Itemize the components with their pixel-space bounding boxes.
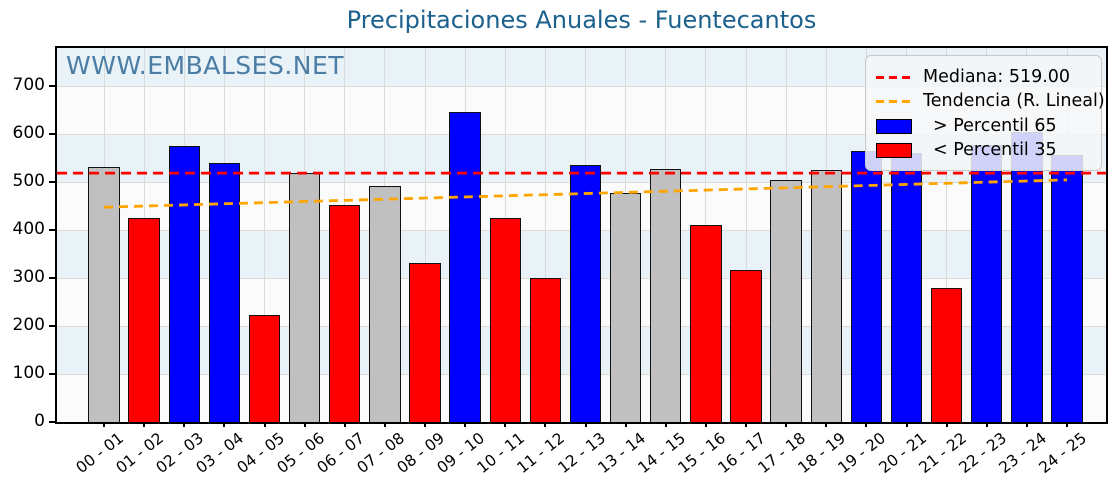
y-axis-tick (49, 133, 55, 136)
y-axis-label: 300 (12, 267, 45, 288)
bar-17-18 (770, 179, 802, 422)
y-axis-label: 400 (12, 219, 45, 240)
bar-06-07 (329, 205, 361, 422)
legend-trend-label: Tendencia (R. Lineal) (923, 91, 1105, 111)
bar-00-01 (88, 167, 120, 422)
bar-12-13 (569, 164, 602, 422)
x-axis-tick (865, 422, 868, 427)
x-axis-tick (1066, 422, 1068, 427)
y-axis-tick (49, 373, 55, 376)
x-axis-tick (664, 422, 667, 427)
bar-11-12 (529, 277, 562, 422)
above-percentile-patch (876, 118, 912, 134)
x-axis-tick (143, 422, 146, 427)
bar-20-21 (890, 153, 923, 422)
x-axis-tick (504, 422, 507, 427)
legend: Mediana: 519.00 Tendencia (R. Lineal) > … (865, 55, 1105, 171)
y-axis-label: 200 (12, 315, 45, 336)
y-axis-tick (49, 277, 55, 280)
x-axis-tick (544, 422, 547, 427)
x-axis-tick (383, 422, 386, 427)
vertical-gridline (946, 48, 948, 422)
x-axis-tick (905, 422, 908, 427)
y-axis-label: 500 (12, 171, 45, 192)
x-axis-tick (985, 422, 988, 427)
horizontal-gridline (57, 133, 1106, 135)
bar-24-25 (1051, 154, 1083, 422)
bar-07-08 (369, 186, 401, 422)
bar-18-19 (810, 169, 842, 422)
x-axis-tick (584, 422, 587, 427)
below-percentile-patch (876, 143, 912, 159)
x-axis-tick (825, 422, 828, 427)
median-dash-sample (876, 75, 912, 79)
y-axis-tick (49, 229, 55, 232)
bar-01-02 (128, 217, 160, 422)
x-axis-tick (183, 422, 186, 427)
y-axis-tick (49, 325, 55, 328)
legend-item-above-percentile: > Percentil 65 (876, 114, 1091, 139)
x-axis-tick (1025, 422, 1028, 427)
bar-08-09 (409, 263, 441, 422)
x-axis-tick (223, 422, 226, 427)
bar-02-03 (168, 146, 200, 422)
bar-16-17 (730, 270, 762, 422)
bar-04-05 (248, 314, 281, 422)
x-axis-tick (785, 422, 788, 427)
bar-22-23 (971, 145, 1003, 422)
bar-21-22 (930, 287, 963, 422)
bar-23-24 (1011, 131, 1043, 422)
horizontal-gridline (57, 85, 1106, 87)
bar-14-15 (650, 168, 682, 422)
y-axis-tick (49, 85, 55, 88)
y-axis-label: 0 (34, 411, 45, 431)
x-axis-tick (424, 422, 426, 427)
x-axis-tick (303, 422, 306, 427)
vertical-gridline (424, 48, 426, 422)
trend-dash-sample (876, 100, 912, 104)
x-axis-tick (343, 422, 346, 427)
x-axis-tick (624, 422, 627, 427)
y-axis-label: 600 (12, 123, 45, 144)
y-axis-label: 700 (12, 75, 45, 96)
bar-05-06 (288, 173, 321, 422)
bar-03-04 (208, 162, 241, 422)
x-axis-tick (263, 422, 266, 427)
vertical-gridline (544, 48, 546, 422)
bar-15-16 (690, 224, 722, 422)
x-axis-tick (103, 422, 105, 427)
vertical-gridline (264, 48, 265, 422)
y-axis-tick (49, 181, 55, 184)
legend-item-below-percentile: < Percentil 35 (876, 139, 1091, 164)
x-axis-tick (745, 422, 747, 427)
x-axis-tick (704, 422, 707, 427)
bar-09-10 (449, 111, 481, 422)
bar-13-14 (609, 192, 642, 422)
legend-above-label: > Percentil 65 (933, 115, 1057, 136)
x-axis-tick (464, 422, 467, 427)
x-axis-tick (945, 422, 948, 427)
bar-10-11 (489, 217, 521, 422)
bar-19-20 (850, 150, 883, 422)
legend-below-label: < Percentil 35 (933, 140, 1057, 160)
vertical-gridline (745, 48, 747, 422)
y-axis-label: 100 (12, 363, 45, 384)
watermark: WWW.EMBALSES.NET (66, 51, 345, 80)
legend-item-trend: Tendencia (R. Lineal) (876, 90, 1105, 115)
legend-item-median: Mediana: 519.00 (876, 65, 1091, 90)
chart-title: Precipitaciones Anuales - Fuentecantos (346, 6, 817, 34)
y-axis-tick (49, 421, 55, 423)
legend-median-label: Mediana: 519.00 (923, 66, 1071, 87)
